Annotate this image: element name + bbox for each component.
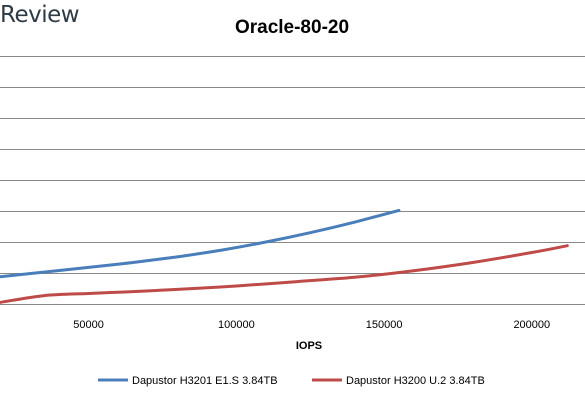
legend-label: Dapustor H3200 U.2 3.84TB bbox=[346, 375, 485, 387]
chart-title: Oracle-80-20 bbox=[235, 17, 349, 38]
x-tick-label: 50000 bbox=[73, 319, 104, 331]
x-axis-title: IOPS bbox=[296, 340, 322, 352]
x-tick-label: 200000 bbox=[513, 319, 550, 331]
x-tick-label: 100000 bbox=[218, 319, 255, 331]
brand-logo-text: Review bbox=[0, 2, 80, 28]
legend-label: Dapustor H3201 E1.S 3.84TB bbox=[132, 375, 278, 387]
series-line-1 bbox=[0, 208, 401, 279]
chart-legend: Dapustor H3201 E1.S 3.84TB Dapustor H3200… bbox=[98, 375, 485, 387]
series-line-2 bbox=[0, 244, 569, 304]
x-tick-label: 150000 bbox=[366, 319, 403, 331]
chart-gridlines bbox=[0, 56, 585, 305]
chart-series bbox=[0, 208, 569, 304]
x-axis-ticks: 50000 100000 150000 200000 bbox=[73, 319, 550, 331]
